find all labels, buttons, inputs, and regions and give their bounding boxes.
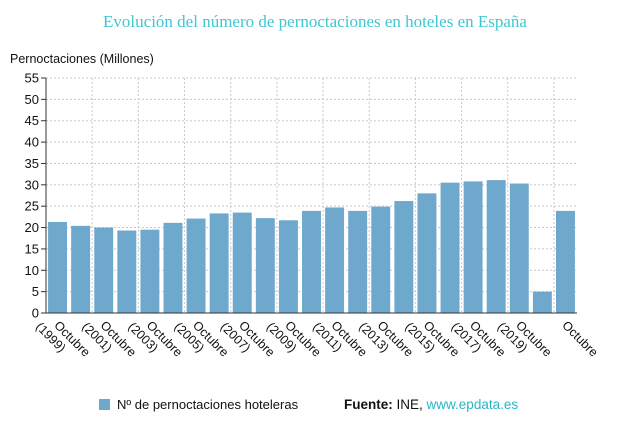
bar [348,210,368,313]
y-tick-label: 20 [25,220,39,235]
bar [509,183,529,313]
bar [255,218,275,313]
bar [71,225,91,313]
x-tick-label: Octubre(2005) [172,310,232,370]
y-tick-label: 30 [25,177,39,192]
bar [163,222,183,313]
bar [555,210,575,313]
y-tick-label: 15 [25,241,39,256]
y-tick-label: 5 [32,284,39,299]
y-tick-label: 45 [25,113,39,128]
x-tick-label: Octubre(2011) [310,310,370,370]
bar [232,212,252,313]
source-link[interactable]: www.epdata.es [426,397,519,412]
bar [440,182,460,313]
y-tick-label: 40 [25,135,39,150]
bar [209,213,229,313]
bar [48,221,68,313]
legend-label: Nº de pernoctaciones hoteleras [117,397,299,412]
y-tick-label: 25 [25,199,39,214]
x-tick-label: Octubre [559,318,600,359]
bar [463,181,483,313]
x-tick-label: Octubre(2003) [125,310,185,370]
bar [186,218,206,313]
bar [140,229,160,313]
bar [117,230,137,313]
y-tick-label: 35 [25,156,39,171]
x-tick-label: Octubre(2007) [218,310,278,370]
y-axis-label: Pernoctaciones (Millones) [10,52,154,66]
x-tick-label: Octubre(2017) [449,310,509,370]
bar [278,220,298,313]
x-tick-label: Octubre(2013) [356,310,416,370]
y-tick-label: 50 [25,92,39,107]
bar [302,210,321,313]
legend: Nº de pernoctaciones hoteleras [99,397,298,412]
bar [94,227,114,313]
bar [486,180,506,313]
x-tick-label: Octubre(2015) [402,310,462,370]
source-label: Fuente: [344,397,393,412]
bar [532,291,552,313]
x-tick-label: Octubre(2001) [79,310,139,370]
x-tick-label: Octubre(2019) [495,310,555,370]
chart-title: Evolución del número de pernoctaciones e… [103,12,527,31]
bar [394,201,414,313]
y-tick-label: 0 [32,306,39,321]
x-tick-label-line1: Octubre [559,318,600,359]
bar [325,207,345,313]
y-tick-label: 10 [25,263,39,278]
source-note: Fuente: INE, www.epdata.es [344,397,518,412]
x-tick-label: Octubre(2009) [264,310,324,370]
bar [371,206,391,313]
bar [417,193,437,313]
x-tick-label: Octubre(1999) [33,310,93,370]
source-text: INE, [396,397,423,412]
y-tick-label: 55 [25,71,39,86]
legend-swatch [99,399,110,410]
